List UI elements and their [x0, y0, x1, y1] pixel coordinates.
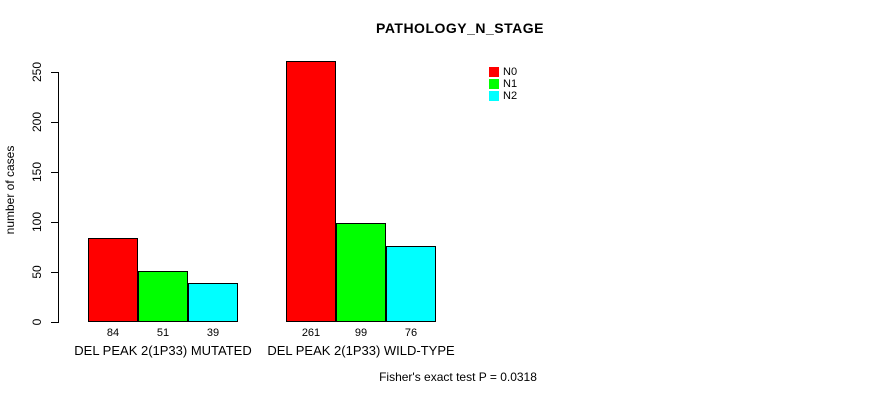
legend-swatch-n2: [489, 91, 499, 101]
y-tick-mark: [51, 272, 58, 273]
legend-label: N0: [503, 66, 518, 78]
stat-annotation: Fisher's exact test P = 0.0318: [379, 370, 537, 384]
bar-value-label: 84: [106, 327, 120, 339]
bar-n1-group1: [138, 271, 188, 322]
y-axis-line: [58, 72, 59, 323]
y-axis-title: number of cases: [3, 145, 17, 235]
legend-label: N1: [503, 78, 518, 90]
y-tick-label: 0: [30, 318, 44, 326]
y-tick-mark: [51, 222, 58, 223]
legend-swatch-n0: [489, 67, 499, 77]
bar-n1-group2: [336, 223, 386, 322]
y-tick-label: 200: [30, 111, 44, 133]
y-tick-label: 100: [30, 211, 44, 233]
bar-n2-group2: [386, 246, 436, 322]
legend-swatch-n1: [489, 79, 499, 89]
chart-title: PATHOLOGY_N_STAGE: [376, 20, 544, 36]
bar-value-label: 99: [354, 327, 368, 339]
legend-row: N0: [489, 66, 517, 78]
y-tick-label: 250: [30, 61, 44, 83]
bar-value-label: 51: [156, 327, 170, 339]
y-tick-label: 50: [30, 265, 44, 279]
legend: N0 N1 N2: [489, 66, 517, 102]
y-tick-mark: [51, 122, 58, 123]
legend-label: N2: [503, 90, 518, 102]
bar-value-label: 76: [404, 327, 418, 339]
bar-n0-group2: [286, 61, 336, 322]
bar-n2-group1: [188, 283, 238, 322]
legend-row: N1: [489, 78, 517, 90]
y-tick-mark: [51, 172, 58, 173]
x-group-label: DEL PEAK 2(1P33) MUTATED: [74, 343, 252, 358]
y-tick-mark: [51, 72, 58, 73]
y-tick-mark: [51, 322, 58, 323]
bar-n0-group1: [88, 238, 138, 322]
legend-row: N2: [489, 90, 517, 102]
y-tick-label: 150: [30, 161, 44, 183]
x-group-label: DEL PEAK 2(1P33) WILD-TYPE: [267, 343, 455, 358]
bar-value-label: 261: [301, 327, 321, 339]
bar-value-label: 39: [206, 327, 220, 339]
